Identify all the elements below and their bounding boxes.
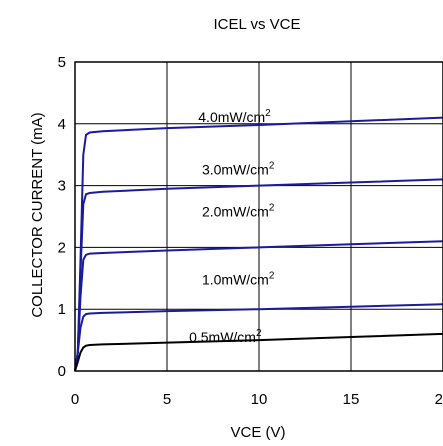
y-tick-label: 3 <box>58 178 66 195</box>
y-tick-label: 0 <box>58 363 66 380</box>
y-tick-label: 2 <box>58 239 66 256</box>
series-line <box>74 303 443 372</box>
series-label: 2.0mW/cm2 <box>202 203 275 220</box>
series-group: 4.0mW/cm23.0mW/cm22.0mW/cm21.0mW/cm20.5m… <box>74 108 443 372</box>
y-tick-label: 1 <box>58 301 66 318</box>
series-line <box>74 240 443 372</box>
y-tick-label: 4 <box>58 116 66 133</box>
y-tick-labels: 0 1 2 3 4 5 <box>58 54 66 380</box>
series-label: 3.0mW/cm2 <box>202 160 275 177</box>
x-tick-label: 0 <box>71 391 79 408</box>
chart-title: ICEL vs VCE <box>214 16 301 33</box>
series-label-superscript: 2 <box>269 203 275 214</box>
series-label-superscript: 2 <box>265 108 271 119</box>
x-tick-labels: 0 5 10 15 20 <box>71 391 443 408</box>
x-tick-label: 10 <box>251 391 268 408</box>
x-tick-label: 15 <box>343 391 360 408</box>
series-label-text: 0.5mW/cm <box>189 329 256 345</box>
series-label-superscript: 2 <box>269 160 275 171</box>
plot-frame <box>74 61 443 372</box>
y-tick-label: 5 <box>58 54 66 71</box>
y-axis-label: COLLECTOR CURRENT (mA) <box>29 112 46 317</box>
x-tick-label: 20 <box>435 391 443 408</box>
series-label: 1.0mW/cm2 <box>202 270 275 287</box>
series-label-text: 3.0mW/cm <box>202 161 269 177</box>
series-label-text: 4.0mW/cm <box>198 109 265 125</box>
series-label-superscript: 2 <box>256 328 262 339</box>
series-label: 0.5mW/cm2 <box>189 328 262 345</box>
x-axis-label: VCE (V) <box>230 424 285 441</box>
series-label-text: 2.0mW/cm <box>202 204 269 220</box>
x-tick-label: 5 <box>163 391 171 408</box>
series-label-text: 1.0mW/cm <box>202 271 269 287</box>
series-label: 4.0mW/cm2 <box>198 108 271 125</box>
series-label-superscript: 2 <box>269 270 275 281</box>
series-line <box>74 332 443 372</box>
